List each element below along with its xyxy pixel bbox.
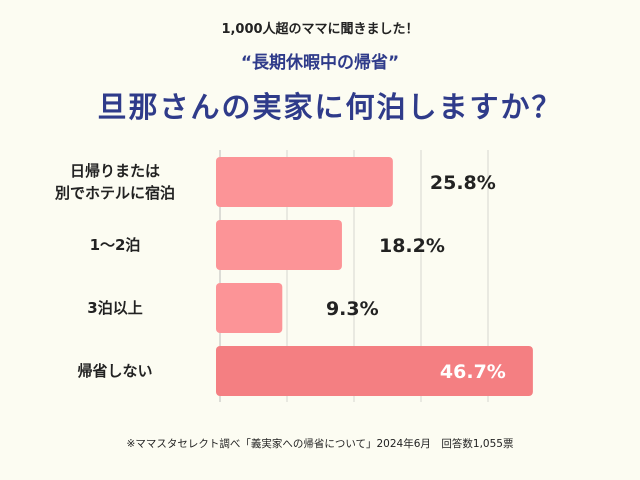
supertitle: 1,000人超のママに聞きました！ [221,22,419,37]
bar [216,220,342,270]
category-label: 日帰りまたは 別でホテルに宿泊 [54,162,175,202]
subtitle: “長期休暇中の帰省” [240,53,400,73]
category-label: 帰省しない [77,362,153,380]
bar [216,157,393,207]
data-label: 25.8% [430,172,496,194]
bar [216,283,283,333]
data-label: 46.7% [440,361,506,383]
source-note: ※ママスタセレクト調べ「義実家への帰省について」2024年6月 回答数1,055… [126,438,514,450]
bar [216,346,533,396]
category-label: 3泊以上 [87,299,143,317]
page-title: 旦那さんの実家に何泊しますか？ [97,90,563,124]
data-label: 18.2% [379,235,445,257]
data-label: 9.3% [326,298,379,320]
category-label: 1〜2泊 [89,236,141,254]
